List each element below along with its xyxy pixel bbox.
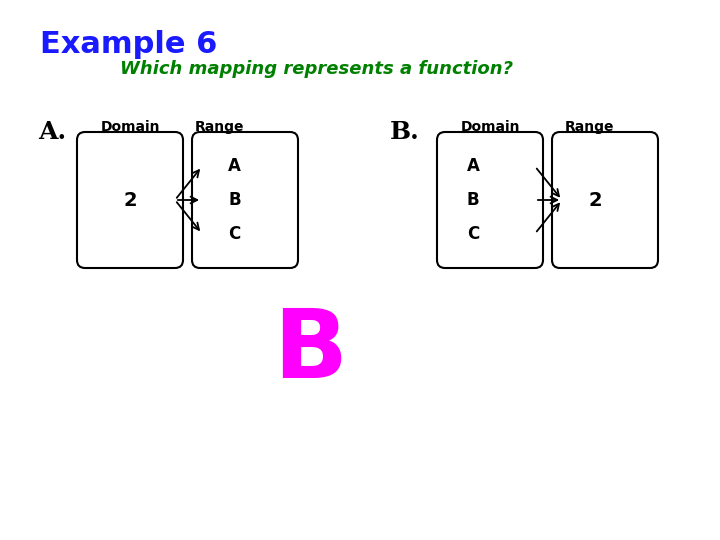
FancyBboxPatch shape xyxy=(552,132,658,268)
Text: A: A xyxy=(467,157,480,176)
Text: B: B xyxy=(273,305,347,398)
FancyBboxPatch shape xyxy=(77,132,183,268)
Text: B.: B. xyxy=(390,120,420,144)
Text: Domain: Domain xyxy=(100,120,160,134)
Text: A: A xyxy=(228,157,241,176)
Text: 2: 2 xyxy=(588,191,602,210)
Text: Which mapping represents a function?: Which mapping represents a function? xyxy=(120,60,513,78)
Text: 2: 2 xyxy=(123,191,137,210)
Text: Domain: Domain xyxy=(460,120,520,134)
Text: Range: Range xyxy=(565,120,615,134)
Text: Range: Range xyxy=(195,120,245,134)
Text: Example 6: Example 6 xyxy=(40,30,217,59)
Text: B: B xyxy=(467,191,480,209)
FancyBboxPatch shape xyxy=(192,132,298,268)
Text: C: C xyxy=(228,225,240,242)
Text: B: B xyxy=(228,191,240,209)
Text: C: C xyxy=(467,225,480,242)
Text: A.: A. xyxy=(38,120,66,144)
FancyBboxPatch shape xyxy=(437,132,543,268)
